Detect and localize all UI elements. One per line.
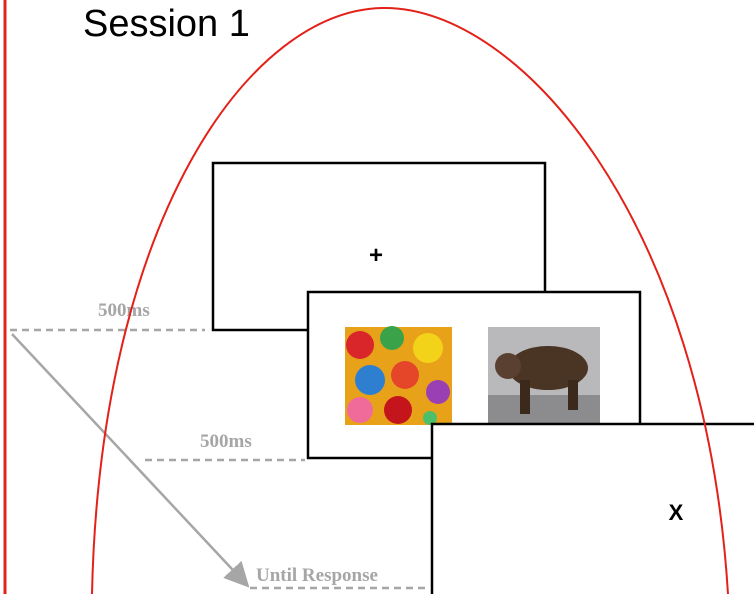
- title: Session 1: [83, 3, 250, 45]
- response-symbol: X: [669, 500, 684, 525]
- duration-label: 500ms: [98, 300, 150, 321]
- screen: [432, 424, 754, 594]
- fixation: +: [369, 242, 383, 269]
- diagram: Session 1 500ms 500ms Until Response + X: [0, 0, 754, 594]
- duration-label: 500ms: [200, 431, 252, 452]
- duration-label: Until Response: [256, 565, 378, 586]
- candy-image: [345, 326, 452, 425]
- bear-image: [488, 327, 600, 425]
